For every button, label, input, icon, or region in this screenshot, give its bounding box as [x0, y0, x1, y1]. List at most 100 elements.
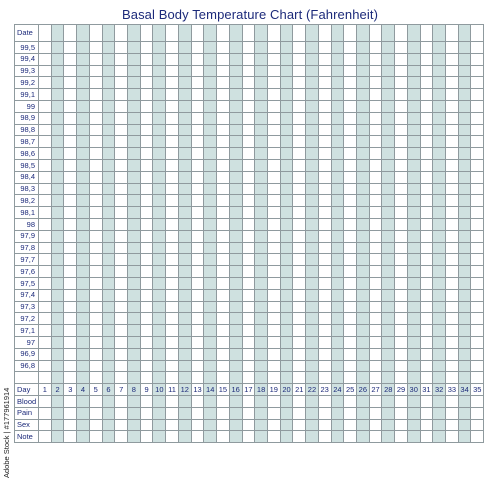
temperature-cell[interactable] — [368, 194, 383, 208]
blood-cell[interactable] — [216, 394, 230, 408]
temperature-cell[interactable] — [177, 288, 192, 302]
temperature-cell[interactable] — [343, 76, 357, 90]
sex-cell[interactable] — [76, 418, 90, 432]
temperature-cell[interactable] — [101, 206, 116, 219]
temperature-cell[interactable] — [101, 194, 116, 208]
temperature-cell[interactable] — [394, 276, 408, 290]
temperature-cell[interactable] — [139, 52, 154, 66]
temperature-cell[interactable] — [88, 253, 103, 267]
temperature-cell[interactable] — [216, 324, 230, 337]
temperature-cell[interactable] — [38, 253, 52, 267]
sex-cell[interactable] — [305, 418, 319, 432]
temperature-cell[interactable] — [190, 111, 205, 125]
note-cell[interactable] — [305, 430, 319, 444]
date-cell[interactable] — [330, 24, 345, 42]
temperature-cell[interactable] — [165, 194, 179, 208]
temperature-cell[interactable] — [445, 88, 459, 101]
temperature-cell[interactable] — [114, 41, 129, 54]
temperature-cell[interactable] — [101, 135, 116, 149]
temperature-cell[interactable] — [394, 253, 408, 267]
temperature-cell[interactable] — [330, 217, 345, 231]
note-cell[interactable] — [368, 430, 383, 444]
sex-cell[interactable] — [63, 418, 78, 432]
temperature-cell[interactable] — [216, 347, 230, 361]
temperature-cell[interactable] — [127, 194, 141, 208]
temperature-cell[interactable] — [88, 335, 103, 349]
pain-cell[interactable] — [292, 406, 307, 420]
temperature-cell[interactable] — [190, 170, 205, 184]
temperature-cell[interactable] — [305, 300, 319, 314]
temperature-cell[interactable] — [457, 324, 472, 337]
temperature-cell[interactable] — [139, 88, 154, 101]
temperature-cell[interactable] — [228, 359, 243, 373]
temperature-cell[interactable] — [381, 265, 396, 278]
temperature-cell[interactable] — [152, 241, 167, 255]
temperature-cell[interactable] — [305, 194, 319, 208]
note-cell[interactable] — [165, 430, 179, 444]
date-cell[interactable] — [76, 24, 90, 42]
temperature-cell[interactable] — [394, 217, 408, 231]
temperature-cell[interactable] — [228, 347, 243, 361]
temperature-cell[interactable] — [139, 41, 154, 54]
temperature-cell[interactable] — [228, 64, 243, 78]
temperature-cell[interactable] — [419, 347, 434, 361]
temperature-cell[interactable] — [381, 147, 396, 160]
temperature-cell[interactable] — [50, 52, 65, 66]
temperature-cell[interactable] — [216, 359, 230, 373]
temperature-cell[interactable] — [419, 64, 434, 78]
date-cell[interactable] — [139, 24, 154, 42]
temperature-cell[interactable] — [216, 300, 230, 314]
temperature-cell[interactable] — [470, 123, 485, 137]
temperature-cell[interactable] — [355, 206, 370, 219]
temperature-cell[interactable] — [292, 229, 307, 243]
temperature-cell[interactable] — [76, 288, 90, 302]
temperature-cell[interactable] — [190, 241, 205, 255]
temperature-cell[interactable] — [127, 241, 141, 255]
blank-cell[interactable] — [406, 371, 421, 385]
temperature-cell[interactable] — [368, 265, 383, 278]
temperature-cell[interactable] — [406, 182, 421, 196]
temperature-cell[interactable] — [63, 123, 78, 137]
temperature-cell[interactable] — [317, 147, 332, 160]
temperature-cell[interactable] — [254, 158, 268, 172]
temperature-cell[interactable] — [419, 359, 434, 373]
temperature-cell[interactable] — [241, 194, 256, 208]
temperature-cell[interactable] — [38, 41, 52, 54]
temperature-cell[interactable] — [190, 64, 205, 78]
temperature-cell[interactable] — [470, 170, 485, 184]
temperature-cell[interactable] — [355, 265, 370, 278]
temperature-cell[interactable] — [406, 76, 421, 90]
temperature-cell[interactable] — [330, 265, 345, 278]
temperature-cell[interactable] — [279, 88, 294, 101]
temperature-cell[interactable] — [165, 206, 179, 219]
temperature-cell[interactable] — [317, 158, 332, 172]
temperature-cell[interactable] — [114, 123, 129, 137]
blood-cell[interactable] — [177, 394, 192, 408]
temperature-cell[interactable] — [88, 359, 103, 373]
blank-cell[interactable] — [241, 371, 256, 385]
temperature-cell[interactable] — [216, 158, 230, 172]
temperature-cell[interactable] — [381, 288, 396, 302]
temperature-cell[interactable] — [355, 347, 370, 361]
temperature-cell[interactable] — [470, 347, 485, 361]
temperature-cell[interactable] — [394, 335, 408, 349]
blood-cell[interactable] — [470, 394, 485, 408]
temperature-cell[interactable] — [216, 99, 230, 113]
temperature-cell[interactable] — [305, 253, 319, 267]
temperature-cell[interactable] — [394, 41, 408, 54]
temperature-cell[interactable] — [88, 111, 103, 125]
temperature-cell[interactable] — [228, 135, 243, 149]
temperature-cell[interactable] — [190, 253, 205, 267]
temperature-cell[interactable] — [177, 253, 192, 267]
temperature-cell[interactable] — [457, 88, 472, 101]
sex-cell[interactable] — [114, 418, 129, 432]
temperature-cell[interactable] — [101, 88, 116, 101]
temperature-cell[interactable] — [279, 312, 294, 326]
temperature-cell[interactable] — [445, 253, 459, 267]
temperature-cell[interactable] — [177, 347, 192, 361]
blank-cell[interactable] — [88, 371, 103, 385]
temperature-cell[interactable] — [203, 359, 218, 373]
temperature-cell[interactable] — [355, 76, 370, 90]
temperature-cell[interactable] — [177, 123, 192, 137]
temperature-cell[interactable] — [165, 312, 179, 326]
